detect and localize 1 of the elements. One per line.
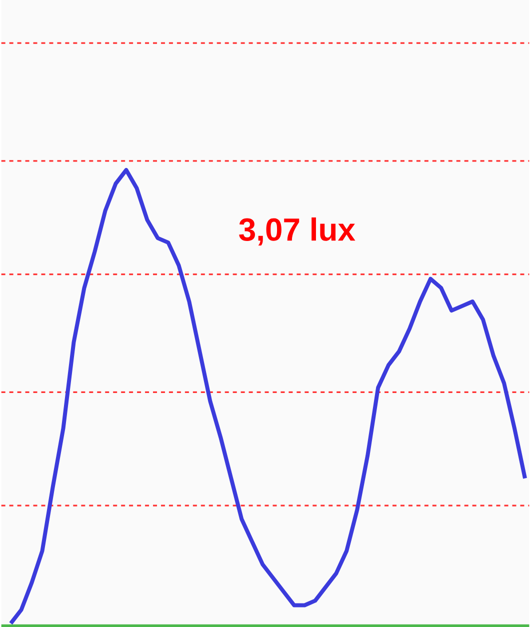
annotation: 3,07 lux — [239, 217, 356, 246]
